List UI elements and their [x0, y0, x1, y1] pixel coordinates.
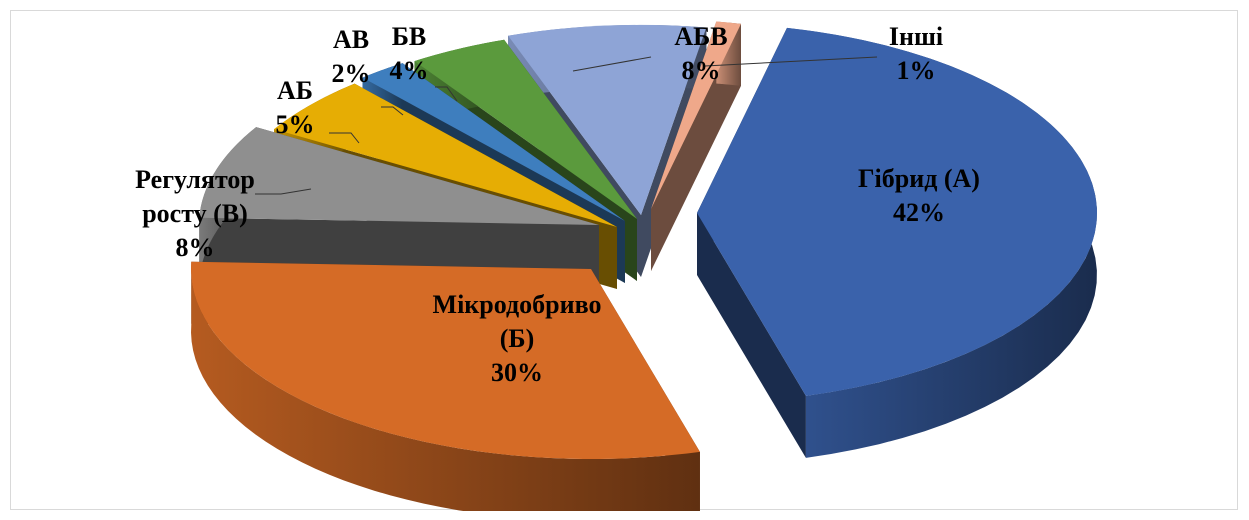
category-label: АВ [333, 25, 369, 54]
data-label-6: АБВ 8% [674, 22, 727, 85]
slice-4 [362, 63, 625, 222]
category-label: АБ [277, 76, 313, 105]
data-label-0: Гібрид (А) 42% [858, 164, 980, 227]
percent-label: 4% [390, 56, 429, 85]
leader-line-3 [329, 132, 360, 144]
leader-line-6 [572, 56, 652, 72]
percent-label: 8% [682, 56, 721, 85]
data-label-7: Інші 1% [889, 22, 943, 85]
leader-line-5 [435, 86, 458, 102]
data-label-3: АБ 5% [276, 76, 315, 139]
pie-chart: Гібрид (А) 42% Мікродобриво (Б) 30% Регулятор… [135, 21, 1097, 511]
leader-line-7 [704, 56, 878, 67]
category-label: (Б) [500, 324, 535, 353]
slice-5 [414, 39, 637, 220]
data-label-1: Мікродобриво (Б) 30% [433, 290, 602, 387]
percent-label: 5% [276, 110, 315, 139]
leader-line-4 [381, 106, 404, 116]
chart-frame: Гібрид (А) 42% Мікродобриво (Б) 30% Регулятор… [10, 10, 1238, 511]
data-label-2: Регулятор росту (В) 8% [135, 165, 255, 262]
slice-wall-0-1 [697, 213, 806, 458]
slice-side-1 [191, 261, 700, 511]
slice-2 [199, 127, 599, 225]
leader-line-2 [255, 188, 312, 195]
category-label: Гібрид (А) [858, 164, 980, 193]
slice-7 [651, 21, 741, 210]
category-label: АБВ [674, 22, 727, 51]
category-label: БВ [392, 22, 427, 51]
percent-label: 30% [491, 358, 543, 387]
slice-3 [274, 83, 617, 227]
percent-label: 1% [897, 56, 936, 85]
percent-label: 2% [332, 59, 371, 88]
data-label-5: БВ 4% [390, 22, 429, 85]
slice-1 [190, 261, 700, 459]
category-label: Мікродобриво [433, 290, 602, 319]
slice-6 [508, 25, 707, 216]
slice-0 [697, 27, 1097, 396]
category-label: росту (В) [142, 199, 248, 228]
percent-label: 42% [893, 198, 945, 227]
category-label: Регулятор [135, 165, 255, 194]
percent-label: 8% [176, 233, 215, 262]
slice-wall-7-1 [651, 23, 741, 271]
category-label: Інші [889, 22, 943, 51]
data-label-4: АВ 2% [332, 25, 371, 88]
